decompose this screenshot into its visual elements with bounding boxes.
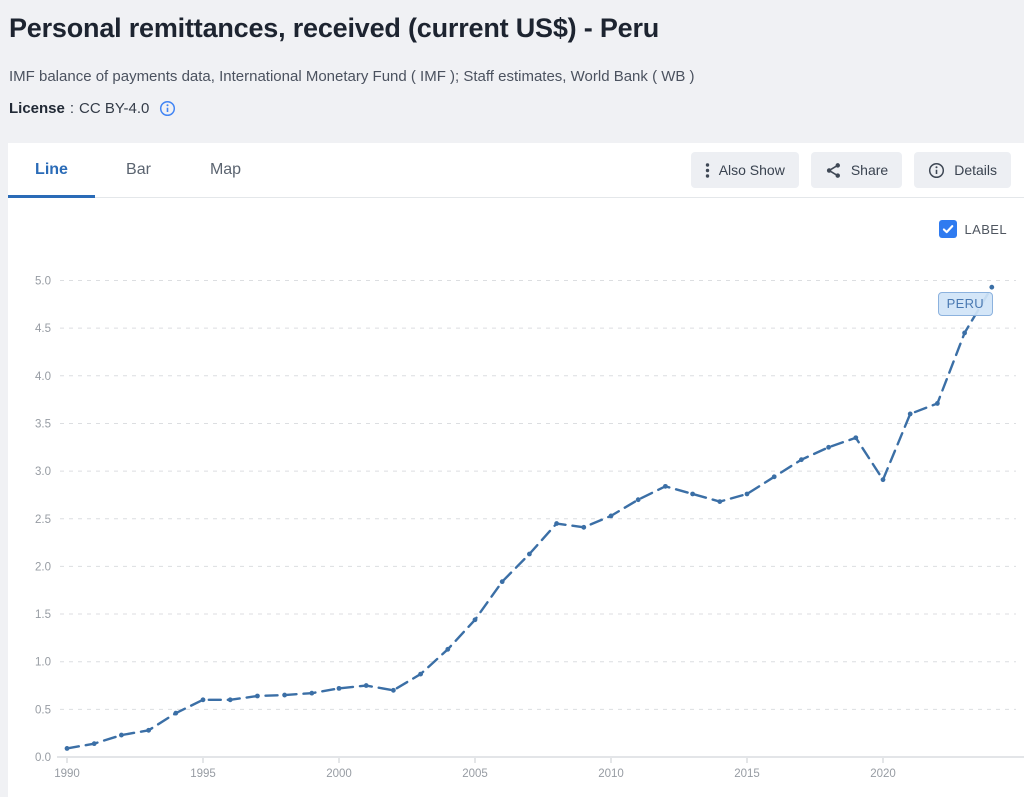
svg-text:2.0: 2.0 [35,561,51,573]
label-toggle-text: LABEL [964,221,1007,237]
svg-text:3.0: 3.0 [35,466,51,478]
svg-text:0.0: 0.0 [35,752,51,764]
y-axis: 0.0 0.5 1.0 1.5 2.0 2.5 3.0 3.5 4.0 4.5 5.0 [35,276,1024,764]
series-label-peru: PERU [937,292,993,316]
page-subtitle: IMF balance of payments data, Internatio… [9,68,695,85]
tab-bar-chart[interactable]: Bar [126,161,151,178]
page-header: Personal remittances, received (current … [0,0,1024,117]
license-value: CC BY-4.0 [79,100,150,117]
tab-line[interactable]: Line [8,143,95,198]
svg-text:2000: 2000 [326,768,352,780]
info-circle-icon[interactable] [159,100,176,117]
svg-text:2020: 2020 [870,768,896,780]
label-toggle[interactable]: LABEL [938,220,1007,238]
svg-text:4.5: 4.5 [35,323,51,335]
tab-map[interactable]: Map [209,161,242,178]
svg-text:2.5: 2.5 [35,514,51,526]
svg-text:4.0: 4.0 [35,371,51,383]
svg-text:2015: 2015 [734,768,760,780]
share-button[interactable]: Share [810,152,903,188]
kebab-menu-icon [705,162,710,179]
svg-text:2005: 2005 [462,768,488,780]
data-points [64,284,995,751]
share-icon [825,162,842,179]
svg-text:3.5: 3.5 [35,418,51,430]
checkbox-checked-icon [938,220,957,238]
svg-text:2010: 2010 [598,768,624,780]
also-show-button[interactable]: Also Show [690,152,799,188]
chart-card: Line Bar Map Also Show [8,143,1024,797]
svg-text:5.0: 5.0 [35,276,51,288]
svg-text:1990: 1990 [54,768,80,780]
license-line: License : CC BY-4.0 [9,100,1014,117]
x-axis: 1990 1995 2000 2005 2010 2015 2020 [54,758,896,780]
svg-text:0.5: 0.5 [35,704,51,716]
license-separator: : [69,100,75,117]
svg-text:1.0: 1.0 [35,657,51,669]
toolbar-buttons: Also Show Share [690,152,1011,188]
license-label: License [9,100,65,117]
svg-text:1995: 1995 [190,768,216,780]
svg-text:1.5: 1.5 [35,609,51,621]
tab-bar: Line Bar Map Also Show [8,143,1024,198]
details-button[interactable]: Details [914,152,1011,188]
chart-region: 0.0 0.5 1.0 1.5 2.0 2.5 3.0 3.5 4.0 4.5 5.0 1990 199… [8,198,1024,796]
info-circle-icon [928,162,945,179]
data-line [65,285,993,750]
page-title: Personal remittances, received (current … [9,13,660,43]
